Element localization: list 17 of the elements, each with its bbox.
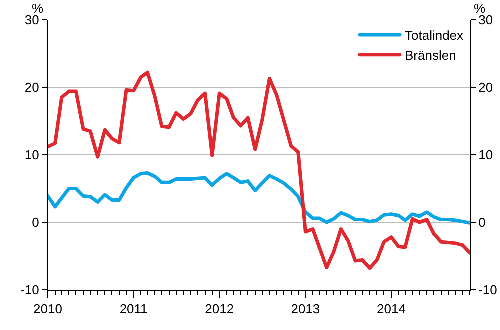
y2-tick-label: 0 [478, 215, 486, 230]
x-tick-label: 2010 [34, 302, 62, 317]
y-tick-label: 10 [24, 148, 40, 163]
y-tick-label: 20 [24, 80, 40, 96]
y-tick-label: -10 [20, 282, 40, 298]
y-tick-label: 0 [32, 215, 40, 230]
x-tick-label: 2013 [291, 302, 320, 317]
line-series [48, 171, 470, 225]
y2-tick-label: -10 [478, 282, 498, 298]
line-series [48, 70, 470, 270]
x-tick-label: 2012 [205, 302, 234, 317]
y2-tick-label: 20 [478, 80, 494, 96]
legend-label: Totalindex [405, 28, 464, 44]
y2-tick-label: 10 [478, 148, 494, 163]
legend-label: Bränslen [405, 48, 456, 63]
x-tick-label: 2011 [120, 302, 148, 317]
x-tick-label: 2014 [377, 302, 406, 317]
